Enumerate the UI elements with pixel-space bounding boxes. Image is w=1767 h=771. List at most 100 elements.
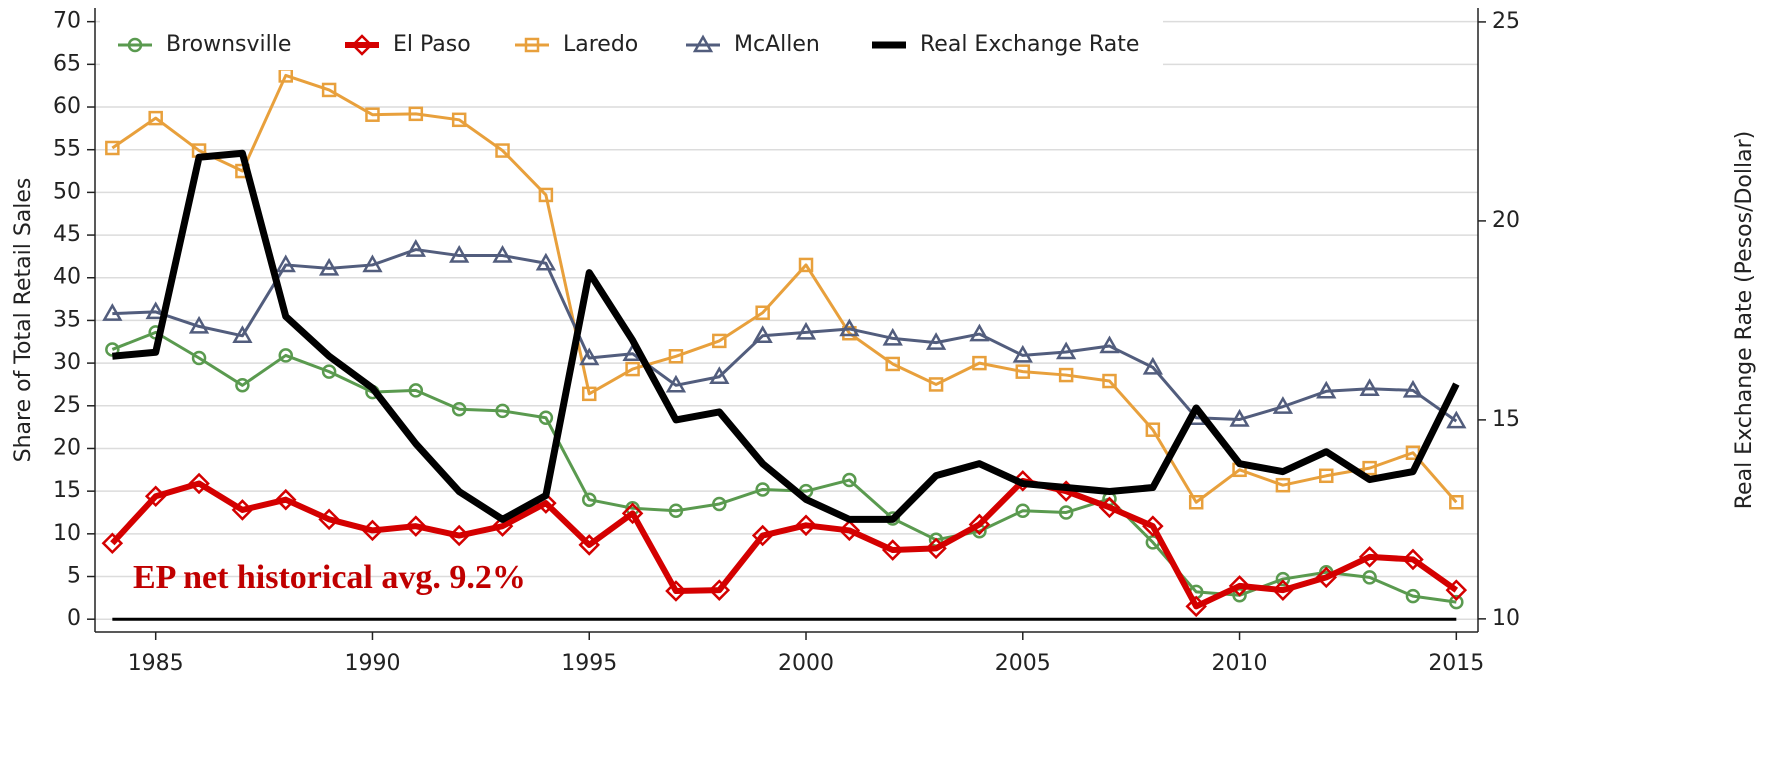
y-tick-label: 30	[53, 350, 81, 375]
marker	[405, 239, 426, 257]
marker	[1319, 468, 1334, 484]
marker	[712, 496, 727, 512]
y2-tick-label: 10	[1492, 606, 1520, 631]
marker	[1145, 422, 1161, 437]
marker	[1058, 367, 1074, 383]
marker	[535, 252, 557, 271]
y-tick-label: 25	[53, 393, 81, 418]
marker	[148, 110, 163, 126]
marker	[578, 534, 601, 556]
marker	[1405, 588, 1421, 604]
marker	[188, 472, 210, 495]
y2-tick-label: 25	[1492, 9, 1520, 34]
y-tick-label: 10	[53, 521, 81, 546]
marker	[1445, 579, 1468, 601]
series-line	[111, 73, 1458, 504]
marker	[668, 503, 684, 519]
marker	[709, 366, 730, 385]
marker	[321, 82, 337, 98]
marker	[881, 539, 904, 561]
marker	[351, 34, 373, 56]
marker	[105, 140, 120, 156]
marker	[625, 361, 640, 377]
legend-label: Brownsville	[166, 32, 291, 57]
marker	[1358, 546, 1381, 568]
marker	[318, 257, 340, 276]
marker	[448, 524, 470, 547]
marker	[188, 315, 210, 334]
legend-label: McAllen	[734, 32, 820, 57]
marker	[449, 245, 470, 263]
marker	[795, 321, 817, 340]
marker	[491, 515, 514, 537]
marker	[1098, 496, 1121, 519]
marker	[1228, 575, 1251, 597]
legend-label: Real Exchange Rate	[920, 32, 1139, 57]
marker	[668, 349, 684, 364]
marker	[1055, 341, 1077, 360]
marker	[361, 519, 384, 542]
marker	[839, 318, 860, 337]
marker	[1185, 595, 1207, 618]
marker	[492, 245, 513, 263]
marker	[1142, 356, 1163, 375]
y2-tick-label: 20	[1492, 208, 1520, 233]
marker	[798, 257, 814, 273]
marker	[1229, 408, 1250, 427]
marker	[581, 386, 597, 402]
marker	[752, 325, 773, 344]
marker	[579, 347, 600, 366]
marker	[144, 485, 167, 508]
marker	[1362, 460, 1377, 476]
y-tick-label: 5	[67, 564, 81, 589]
marker	[1362, 570, 1377, 585]
marker	[925, 537, 947, 560]
marker	[581, 492, 597, 507]
y-tick-label: 60	[53, 94, 81, 119]
x-tick-label: 2005	[995, 651, 1051, 676]
marker	[451, 401, 467, 417]
legend-label: Laredo	[563, 32, 638, 57]
marker	[928, 377, 944, 392]
marker	[1316, 380, 1337, 399]
marker	[1402, 379, 1424, 398]
marker	[1359, 378, 1380, 396]
marker	[795, 514, 817, 537]
marker	[712, 333, 727, 349]
y-tick-label: 35	[53, 307, 81, 332]
marker	[621, 502, 644, 525]
marker	[1012, 344, 1033, 363]
marker	[969, 323, 990, 342]
marker	[278, 348, 294, 363]
y-tick-label: 20	[53, 435, 81, 460]
y-tick-label: 55	[53, 137, 81, 162]
marker	[751, 524, 774, 547]
y2-tick-label: 15	[1492, 407, 1520, 432]
marker	[838, 519, 861, 542]
marker	[102, 303, 123, 321]
marker	[1272, 579, 1294, 601]
marker	[1015, 364, 1031, 379]
marker	[231, 499, 254, 521]
marker	[925, 332, 947, 350]
y2-axis-label: Real Exchange Rate (Pesos/Dollar)	[1732, 131, 1757, 509]
marker	[1315, 566, 1338, 589]
marker	[968, 513, 991, 536]
series-line	[112, 149, 1460, 523]
x-tick-label: 2010	[1212, 651, 1268, 676]
marker	[1275, 477, 1291, 493]
marker	[408, 106, 424, 122]
marker	[274, 488, 297, 511]
marker	[127, 37, 143, 53]
marker	[524, 37, 540, 53]
marker	[1446, 410, 1467, 429]
marker	[365, 107, 380, 122]
marker	[1402, 548, 1424, 571]
marker	[235, 378, 250, 393]
series-line	[112, 248, 1458, 423]
marker	[1142, 515, 1164, 537]
marker	[885, 356, 900, 372]
marker	[1188, 494, 1204, 510]
marker	[1449, 494, 1464, 510]
